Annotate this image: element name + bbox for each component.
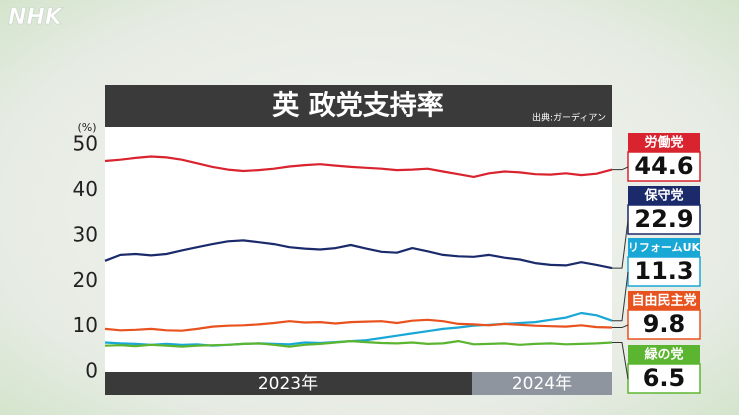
series-line bbox=[104, 318, 613, 332]
legend-label: リフォームUK bbox=[628, 241, 701, 254]
chart-title: 英 政党支持率 bbox=[272, 90, 443, 122]
period-bar bbox=[472, 372, 612, 395]
legend-swatch bbox=[628, 238, 700, 257]
y-tick-label: 30 bbox=[73, 222, 98, 246]
leader bbox=[612, 166, 629, 171]
value-box bbox=[627, 204, 701, 235]
legend-label: 自由民主党 bbox=[631, 293, 696, 309]
legend-swatch bbox=[628, 133, 700, 152]
y-tick-label: 50 bbox=[73, 132, 98, 156]
series-line bbox=[104, 155, 613, 178]
logo: NHK bbox=[8, 5, 64, 30]
value-label: 22.9 bbox=[634, 205, 693, 233]
period-bar bbox=[105, 372, 472, 395]
y-tick-label: 0 bbox=[85, 359, 98, 383]
y-tick-label: 20 bbox=[73, 268, 98, 292]
value-label: 44.6 bbox=[634, 152, 693, 180]
value-label: 9.8 bbox=[643, 310, 686, 338]
legend-label: 緑の党 bbox=[644, 347, 683, 363]
y-axis-label: (%) bbox=[77, 121, 96, 134]
source: 出典:ガーディアン bbox=[532, 112, 606, 124]
legend-label: 保守党 bbox=[643, 188, 683, 204]
legend-swatch bbox=[628, 291, 700, 310]
leader bbox=[612, 324, 629, 329]
value-box bbox=[627, 363, 701, 394]
y-tick-label: 10 bbox=[73, 313, 98, 337]
value-box bbox=[627, 256, 701, 287]
period-label: 2023年 bbox=[258, 374, 318, 394]
y-tick-label: 40 bbox=[73, 177, 98, 201]
leader bbox=[612, 342, 629, 380]
leader bbox=[612, 219, 629, 269]
series-line bbox=[104, 340, 613, 348]
title-bar bbox=[105, 85, 612, 127]
value-box bbox=[627, 309, 701, 340]
value-box bbox=[627, 151, 701, 182]
legend-swatch bbox=[628, 186, 700, 205]
period-label: 2024年 bbox=[512, 374, 572, 394]
value-label: 6.5 bbox=[643, 364, 686, 392]
leader bbox=[612, 271, 629, 322]
legend-label: 労働党 bbox=[644, 135, 683, 151]
value-label: 11.3 bbox=[634, 257, 693, 285]
legend-swatch bbox=[628, 345, 700, 364]
series-line bbox=[104, 239, 613, 270]
